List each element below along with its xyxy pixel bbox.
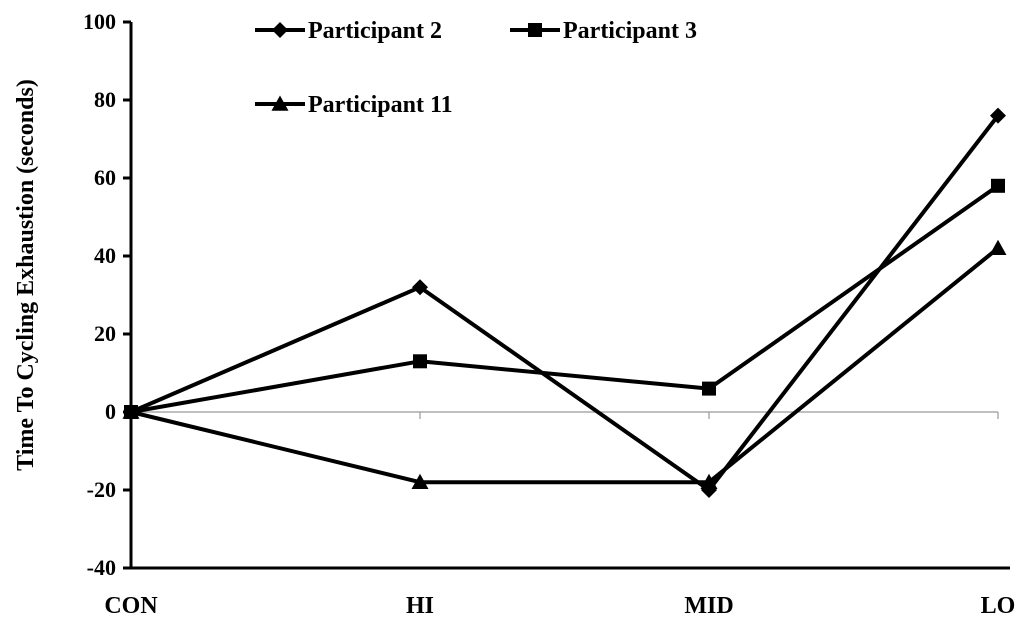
data-point [412,279,428,296]
legend-marker [528,23,542,37]
legend-marker [272,22,288,38]
y-tick-label: 40 [94,243,116,268]
legend-label: Participant 3 [563,18,697,44]
data-point [990,107,1006,124]
y-tick-label: -40 [87,555,116,580]
legend-marker [271,95,289,111]
legend-label: Participant 11 [308,92,453,118]
data-point [991,178,1005,193]
y-tick-label: 80 [94,87,116,112]
y-tick-label: 60 [94,165,116,190]
y-tick-label: 100 [83,9,116,34]
y-tick-label: -20 [87,477,116,502]
y-tick-label: 0 [105,399,116,424]
data-point [700,473,718,489]
y-tick-label: 20 [94,321,116,346]
series-line-1 [130,114,1000,492]
x-category-label: CON [104,593,158,619]
legend-label: Participant 2 [308,18,442,44]
data-point [413,354,427,369]
data-point [122,403,140,419]
series-line-3 [130,246,1000,485]
data-point [989,239,1007,255]
data-point [702,381,716,396]
series-line-2 [130,184,1000,414]
y-axis-title: Time To Cycling Exhaustion (seconds) [13,79,39,471]
x-category-label: LO [981,593,1016,619]
x-category-label: HI [406,593,434,619]
data-point [411,473,429,489]
x-category-label: MID [684,593,733,619]
